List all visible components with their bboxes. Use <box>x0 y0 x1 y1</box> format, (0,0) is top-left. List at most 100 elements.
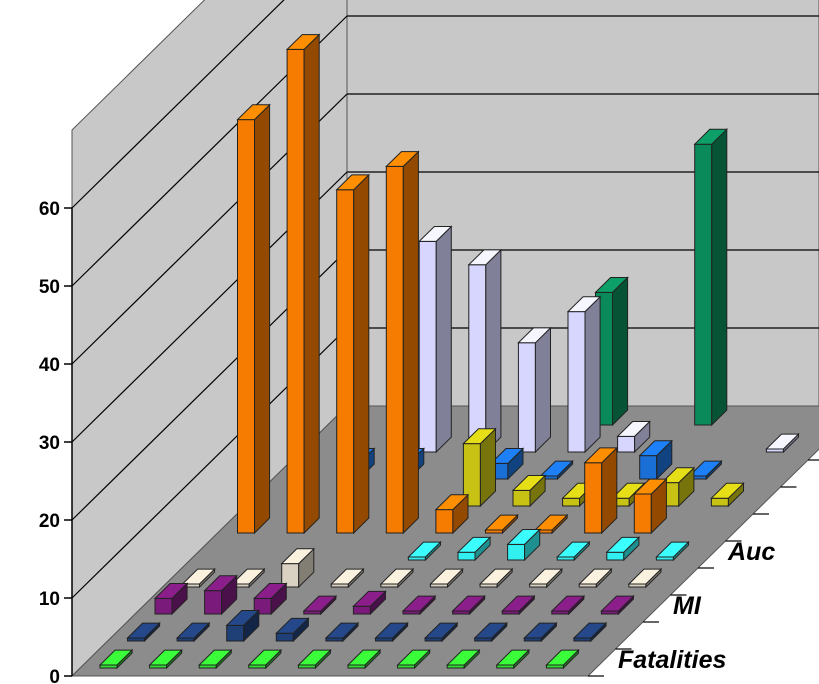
bar-top <box>688 460 723 477</box>
bar-front <box>275 632 294 642</box>
bar-top <box>489 448 525 464</box>
bar-front <box>204 590 223 615</box>
bar-top <box>396 649 431 666</box>
bar-side <box>402 150 419 535</box>
bar-top <box>252 583 288 599</box>
bar-top <box>467 249 503 266</box>
bar-top <box>374 622 409 639</box>
bar-top <box>297 649 332 666</box>
bar-top <box>236 104 271 121</box>
bar-front <box>584 462 603 534</box>
bar-front <box>385 165 404 534</box>
bar-front <box>507 543 526 561</box>
bar-top <box>500 595 536 612</box>
bar-top <box>627 568 663 585</box>
y-tick-label: 10 <box>39 589 60 610</box>
bar-front <box>694 143 713 426</box>
bar-front <box>562 497 581 507</box>
bar-top <box>693 128 729 145</box>
bar-top <box>495 649 531 666</box>
bar-top <box>616 421 651 437</box>
bar-top <box>203 575 238 592</box>
bar-side <box>353 173 370 535</box>
bar-top <box>379 568 415 585</box>
bar-top <box>302 595 338 612</box>
bar-top <box>451 595 486 612</box>
bar-front <box>226 624 245 642</box>
bar-front <box>435 509 454 534</box>
bar-front <box>567 311 586 453</box>
bar-front <box>286 48 305 534</box>
bar-top <box>285 34 321 50</box>
bar-top <box>423 622 459 639</box>
bar-front <box>606 551 625 561</box>
y-tick-label: 50 <box>39 277 60 298</box>
bar-top <box>523 622 558 639</box>
bar-top <box>98 649 134 666</box>
y-tick-label: 40 <box>39 355 60 376</box>
bar-top <box>352 590 387 607</box>
bar-front <box>633 493 652 534</box>
bar-top <box>539 460 574 477</box>
bar-top <box>572 622 608 639</box>
bar-top <box>175 622 211 639</box>
bar-top <box>153 583 189 599</box>
bar-side <box>612 276 629 427</box>
bar-front <box>457 551 476 561</box>
y-tick-label: 0 <box>49 667 60 684</box>
bar-front <box>352 605 371 615</box>
bar-top <box>225 610 261 626</box>
bar-top <box>506 529 541 545</box>
bar-top <box>330 568 365 585</box>
bar-front <box>336 189 355 534</box>
bar-front <box>710 497 729 507</box>
bar-top <box>346 649 382 666</box>
bar-top <box>545 649 580 666</box>
bar-top <box>484 514 519 531</box>
bar-top <box>456 536 492 553</box>
bar-front <box>154 597 173 615</box>
bar-top <box>434 494 470 511</box>
y-tick-label: 20 <box>39 511 60 532</box>
bar-top <box>517 327 552 344</box>
bar-top <box>655 541 690 558</box>
bar-top <box>126 622 161 639</box>
bar-top <box>275 617 310 634</box>
bar-top <box>511 475 547 491</box>
bar-side <box>584 295 601 454</box>
bar-top <box>710 482 745 499</box>
bar-top <box>181 568 216 585</box>
bar-top <box>417 226 453 242</box>
bar-top <box>473 622 509 639</box>
bar-side <box>303 33 320 535</box>
bar-side <box>485 248 502 454</box>
bar-top <box>324 622 360 639</box>
bar-top <box>566 296 602 313</box>
bar-top <box>533 514 569 531</box>
y-tick-label: 30 <box>39 433 60 454</box>
bar-top <box>385 151 420 167</box>
bar-side <box>711 128 728 427</box>
bar-front <box>512 489 531 507</box>
gridline-side <box>71 0 285 209</box>
bar-front <box>639 455 658 480</box>
bar-side <box>534 326 551 454</box>
bar-top <box>578 568 613 585</box>
bar-top <box>583 447 619 464</box>
bar-top <box>148 649 183 666</box>
bar-top <box>197 649 233 666</box>
y-tick-label: 60 <box>39 199 60 220</box>
series-axis-label: MI <box>673 592 702 620</box>
bar-top <box>660 467 696 484</box>
bar-top <box>528 568 564 585</box>
bar-front <box>468 264 487 453</box>
bar-top <box>605 536 641 553</box>
bar-top <box>335 174 371 191</box>
bar-side <box>254 103 271 535</box>
bar-top <box>429 568 464 585</box>
bar-top <box>280 548 316 565</box>
bar-top <box>594 277 629 293</box>
bar-top <box>462 428 497 445</box>
bar-top <box>230 568 266 585</box>
